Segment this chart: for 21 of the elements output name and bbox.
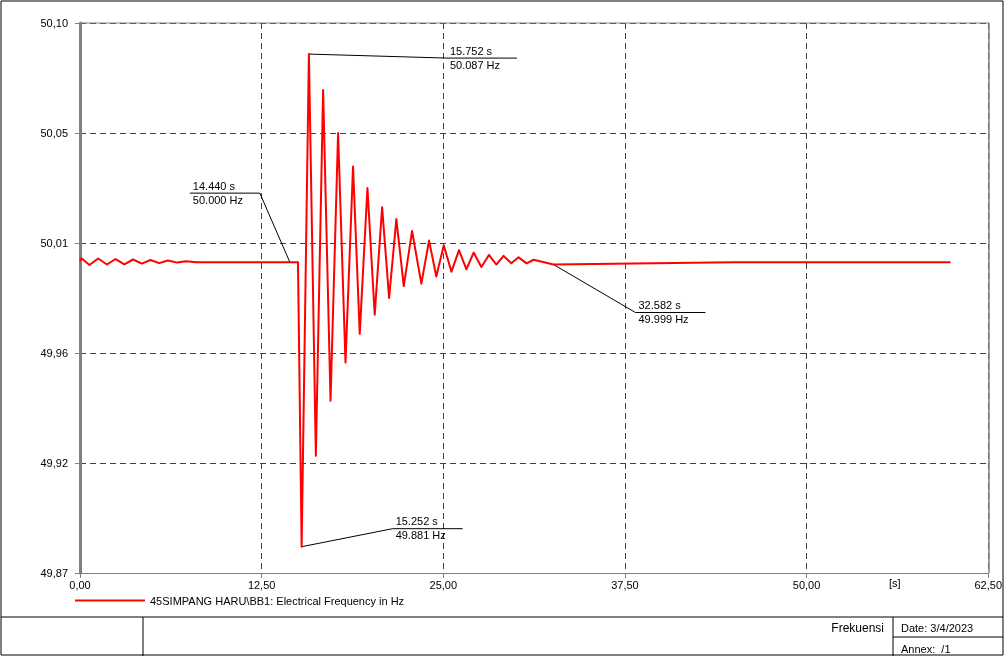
text: Annex: /1 [901,642,951,655]
text: Date: 3/4/2023 [901,621,974,634]
x-tick-label: 62,50 [974,578,1002,591]
y-tick-label: 50,10 [40,17,68,29]
x-tick-label: 50,00 [792,578,821,591]
annotation: 32.582 s 49.999 Hz [638,299,689,326]
text: 45SIMPANG HARU\BB1: Electrical Frequency in Hz [150,594,405,607]
x-tick-label: 37,50 [611,578,639,591]
line-series [79,53,952,548]
y-tick-label: 49,96 [40,347,68,359]
x-tick-label: 12,50 [247,578,276,591]
text: Frekuensi [831,621,884,635]
annotation: 14.440 s 50.000 Hz [192,179,243,206]
annotation: 15.752 s 50.087 Hz [449,44,501,71]
y-tick-label: 50,01 [40,237,68,249]
y-tick-label: 49,92 [40,457,68,469]
x-tick-label: 25,00 [429,578,458,591]
x-axis-title: [s] [889,576,901,589]
y-tick-label: 50,05 [40,127,68,139]
y-tick-label: 49,87 [40,567,68,579]
x-tick-label: 0,00 [69,578,91,591]
